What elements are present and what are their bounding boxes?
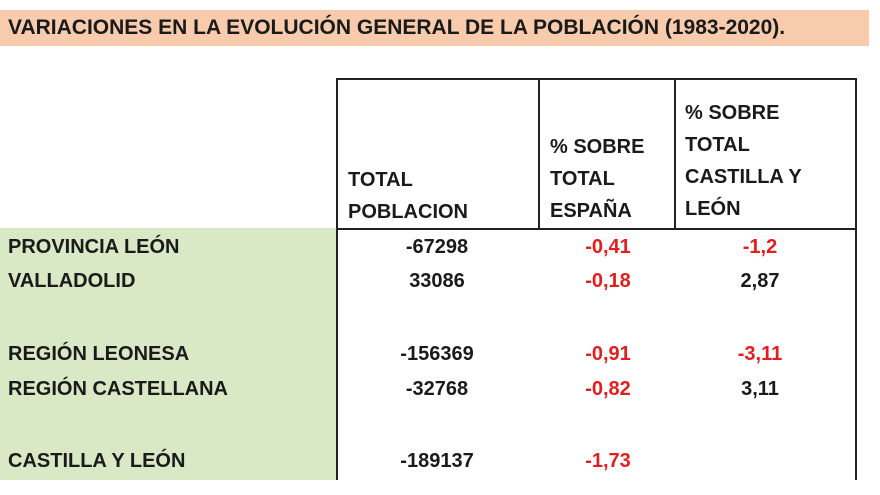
page-title: VARIACIONES EN LA EVOLUCIÓN GENERAL DE L… [0, 10, 869, 46]
cell-espana: -1,73 [585, 450, 631, 472]
cell-cyl: 2,87 [740, 270, 780, 292]
cell-total: -156369 [400, 343, 474, 365]
header-cyl-cell [674, 78, 857, 229]
cell-cyl: 3,11 [741, 378, 779, 400]
row-label: CASTILLA Y LEÓN [8, 450, 186, 472]
row-label: REGIÓN CASTELLANA [8, 378, 228, 400]
cell-espana: -0,18 [585, 270, 631, 292]
cell-cyl: -1,2 [742, 236, 778, 258]
column-divider [336, 228, 338, 480]
cell-total: -32768 [405, 378, 469, 400]
cell-cyl: -3,11 [737, 343, 783, 365]
row-label: PROVINCIA LEÓN [8, 236, 180, 258]
header-pct-castilla-leon: % SOBRE TOTAL CASTILLA Y LEÓN [685, 102, 802, 220]
header-bottom-border [336, 228, 857, 230]
cell-espana: -0,91 [585, 343, 631, 365]
column-divider [855, 228, 857, 480]
header-pct-espana: % SOBRE TOTAL ESPAÑA [550, 136, 645, 222]
row-label: REGIÓN LEONESA [8, 343, 190, 365]
cell-espana: -0,41 [585, 236, 631, 258]
cell-total: 33086 [409, 270, 465, 292]
row-labels-background [0, 228, 336, 480]
row-label: VALLADOLID [8, 270, 136, 292]
cell-espana: -0,82 [585, 378, 631, 400]
header-total-poblacion: TOTAL POBLACION [348, 169, 468, 223]
cell-total: -67298 [405, 236, 469, 258]
cell-total: -189137 [400, 450, 474, 472]
